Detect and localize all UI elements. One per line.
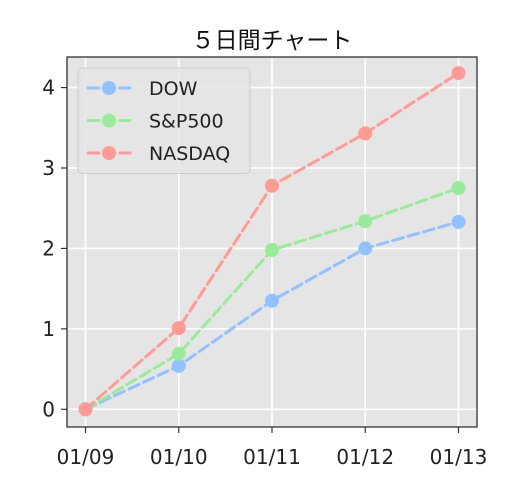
data-point-dow (171, 358, 186, 373)
legend-label: DOW (149, 78, 198, 100)
legend-item-nasdaq: NASDAQ (86, 143, 230, 165)
axes: 0 1 2 3 4 01/09 01/10 01/11 01/12 01/13 (42, 56, 488, 469)
legend-item-s-p500: S&P500 (86, 111, 224, 133)
y-tick-label: 2 (42, 236, 55, 260)
series-s-p500 (78, 181, 466, 417)
chart-title: ５日間チャート (192, 28, 353, 54)
legend-swatch-marker (102, 146, 116, 160)
y-tick-label: 3 (42, 156, 55, 180)
legend-swatch-marker (102, 81, 116, 95)
plot-frame (66, 56, 478, 428)
data-point-s-p500 (171, 346, 186, 361)
series-lines (78, 66, 466, 417)
data-point-nasdaq (451, 66, 466, 81)
legend-swatch-marker (102, 113, 116, 128)
legend-label: S&P500 (149, 111, 224, 133)
x-tick-label: 01/11 (243, 445, 301, 469)
x-tick-label: 01/09 (57, 445, 115, 469)
y-tick-label: 0 (42, 397, 55, 421)
data-point-dow (358, 241, 373, 256)
x-tick-label: 01/12 (336, 445, 394, 469)
data-point-s-p500 (451, 181, 466, 196)
series-nasdaq (78, 66, 466, 417)
y-tick-label: 4 (42, 76, 55, 100)
x-tick-label: 01/13 (430, 445, 488, 469)
data-point-s-p500 (358, 214, 373, 229)
x-tick-label: 01/10 (150, 445, 208, 469)
data-point-nasdaq (171, 321, 186, 336)
data-point-dow (451, 214, 466, 229)
legend: DOW S&P500 NASDAQ (77, 67, 251, 174)
data-point-nasdaq (265, 178, 279, 193)
legend-item-dow: DOW (86, 78, 198, 100)
data-point-nasdaq (358, 126, 373, 141)
legend-label: NASDAQ (149, 143, 230, 165)
data-point-nasdaq (78, 402, 93, 417)
y-tick-label: 1 (42, 317, 55, 341)
data-point-s-p500 (265, 243, 279, 258)
legend-box (77, 67, 251, 174)
data-point-dow (265, 293, 279, 308)
